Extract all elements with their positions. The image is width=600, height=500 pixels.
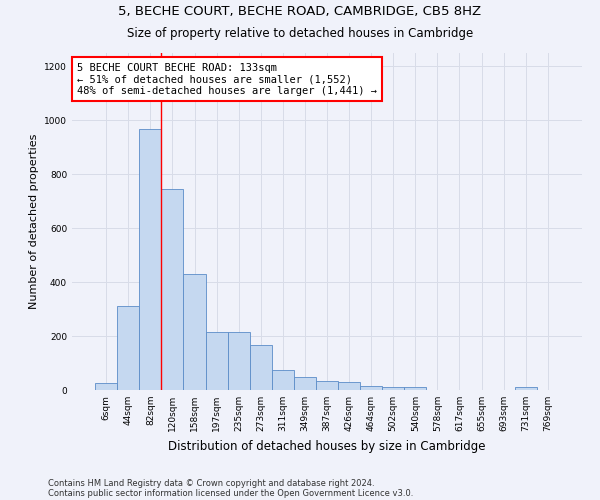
Text: 5 BECHE COURT BECHE ROAD: 133sqm
← 51% of detached houses are smaller (1,552)
48: 5 BECHE COURT BECHE ROAD: 133sqm ← 51% o…	[77, 62, 377, 96]
Bar	[117, 306, 139, 390]
Bar	[316, 380, 338, 390]
Bar	[382, 388, 404, 390]
Bar	[338, 382, 360, 390]
Bar	[294, 376, 316, 390]
Text: Contains public sector information licensed under the Open Government Licence v3: Contains public sector information licen…	[48, 488, 413, 498]
Bar	[95, 383, 117, 390]
Bar	[206, 332, 227, 390]
Bar	[360, 386, 382, 390]
Y-axis label: Number of detached properties: Number of detached properties	[29, 134, 38, 309]
Text: 5, BECHE COURT, BECHE ROAD, CAMBRIDGE, CB5 8HZ: 5, BECHE COURT, BECHE ROAD, CAMBRIDGE, C…	[118, 5, 482, 18]
Text: Size of property relative to detached houses in Cambridge: Size of property relative to detached ho…	[127, 28, 473, 40]
Bar	[139, 130, 161, 390]
Bar	[227, 332, 250, 390]
Bar	[250, 346, 272, 390]
Bar	[515, 388, 537, 390]
Text: Contains HM Land Registry data © Crown copyright and database right 2024.: Contains HM Land Registry data © Crown c…	[48, 478, 374, 488]
Bar	[272, 370, 294, 390]
Bar	[161, 189, 184, 390]
Bar	[184, 274, 206, 390]
X-axis label: Distribution of detached houses by size in Cambridge: Distribution of detached houses by size …	[168, 440, 486, 452]
Bar	[404, 388, 427, 390]
